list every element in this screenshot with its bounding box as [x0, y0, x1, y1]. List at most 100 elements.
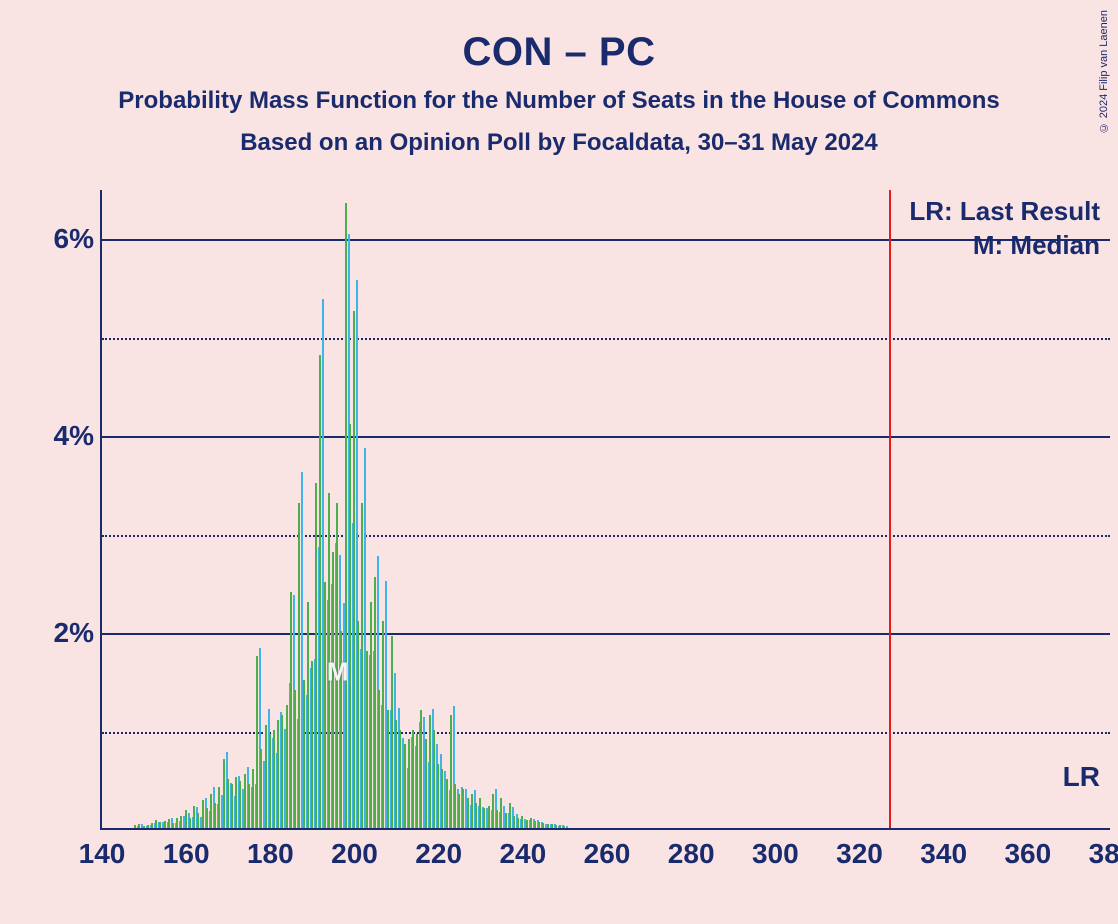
bar — [231, 784, 233, 828]
bar — [277, 720, 279, 828]
bar — [374, 577, 376, 828]
bar — [361, 503, 363, 828]
bar — [298, 503, 300, 828]
bar — [206, 808, 208, 828]
bar — [378, 690, 380, 828]
bar — [437, 764, 439, 828]
bar — [307, 602, 309, 828]
bar — [559, 825, 561, 828]
bar — [391, 636, 393, 828]
bar — [210, 794, 212, 828]
bar — [286, 705, 288, 828]
bar — [349, 424, 351, 828]
x-axis-label: 340 — [920, 838, 967, 870]
gridline-minor — [102, 732, 1110, 734]
bar — [555, 825, 557, 828]
x-axis-label: 200 — [331, 838, 378, 870]
x-axis-label: 240 — [499, 838, 546, 870]
bar — [324, 582, 326, 828]
bar — [483, 808, 485, 828]
bar — [151, 823, 153, 828]
last-result-marker: LR — [1063, 761, 1100, 793]
x-axis-label: 380 — [1089, 838, 1118, 870]
bar — [193, 806, 195, 828]
bar — [425, 739, 427, 828]
bar — [223, 759, 225, 828]
bar — [366, 651, 368, 828]
bar — [218, 787, 220, 828]
x-axis-label: 280 — [668, 838, 715, 870]
bar — [319, 355, 321, 828]
bar — [526, 820, 528, 828]
median-marker: M — [327, 657, 349, 688]
bar — [189, 818, 191, 828]
bar — [496, 810, 498, 828]
y-axis-label: 2% — [54, 617, 94, 649]
bar — [547, 824, 549, 828]
bar — [303, 680, 305, 828]
x-axis-label: 300 — [752, 838, 799, 870]
bar — [441, 769, 443, 828]
bar — [563, 826, 565, 828]
y-axis-label: 6% — [54, 223, 94, 255]
x-axis-label: 320 — [836, 838, 883, 870]
copyright-text: © 2024 Filip van Laenen — [1098, 10, 1110, 133]
bar — [387, 710, 389, 828]
gridline-minor — [102, 535, 1110, 537]
x-axis-label: 180 — [247, 838, 294, 870]
bar — [227, 779, 229, 828]
chart-title: CON – PC — [0, 0, 1118, 75]
bar — [521, 816, 523, 828]
bar — [458, 794, 460, 828]
bar — [513, 816, 515, 828]
bar — [450, 715, 452, 828]
bar — [172, 823, 174, 828]
bar — [164, 821, 166, 828]
bar — [399, 730, 401, 828]
bar — [505, 813, 507, 828]
last-result-line — [889, 190, 891, 828]
x-axis-label: 140 — [79, 838, 126, 870]
bar — [143, 826, 145, 828]
bar — [542, 823, 544, 828]
x-axis-label: 220 — [415, 838, 462, 870]
bar — [244, 774, 246, 828]
bar — [239, 781, 241, 828]
y-axis-label: 4% — [54, 420, 94, 452]
x-axis-label: 160 — [163, 838, 210, 870]
bar — [538, 822, 540, 828]
bar — [168, 819, 170, 828]
bar — [273, 730, 275, 828]
bar — [197, 813, 199, 828]
legend-lr: LR: Last Result — [909, 196, 1100, 227]
bar — [446, 779, 448, 828]
bar — [566, 826, 568, 828]
bar — [185, 810, 187, 828]
bar — [315, 483, 317, 828]
chart-subtitle-2: Based on an Opinion Poll by Focaldata, 3… — [0, 115, 1118, 157]
chart-subtitle: Probability Mass Function for the Number… — [0, 75, 1118, 115]
bar — [462, 789, 464, 828]
bar — [382, 621, 384, 828]
bar — [475, 803, 477, 828]
bar — [252, 769, 254, 828]
bar — [214, 803, 216, 828]
bar — [429, 715, 431, 828]
bar — [467, 798, 469, 828]
bar — [311, 661, 313, 828]
bar — [138, 824, 140, 828]
gridline-minor — [102, 338, 1110, 340]
bar — [260, 749, 262, 828]
bar — [159, 822, 161, 828]
bar — [395, 720, 397, 828]
bar — [332, 552, 334, 828]
bar — [408, 739, 410, 828]
bar — [404, 744, 406, 828]
legend-m: M: Median — [973, 230, 1100, 261]
bar — [479, 798, 481, 828]
bar — [416, 734, 418, 828]
bar — [412, 730, 414, 828]
bar — [294, 690, 296, 828]
bar — [269, 734, 271, 828]
bar — [500, 798, 502, 828]
